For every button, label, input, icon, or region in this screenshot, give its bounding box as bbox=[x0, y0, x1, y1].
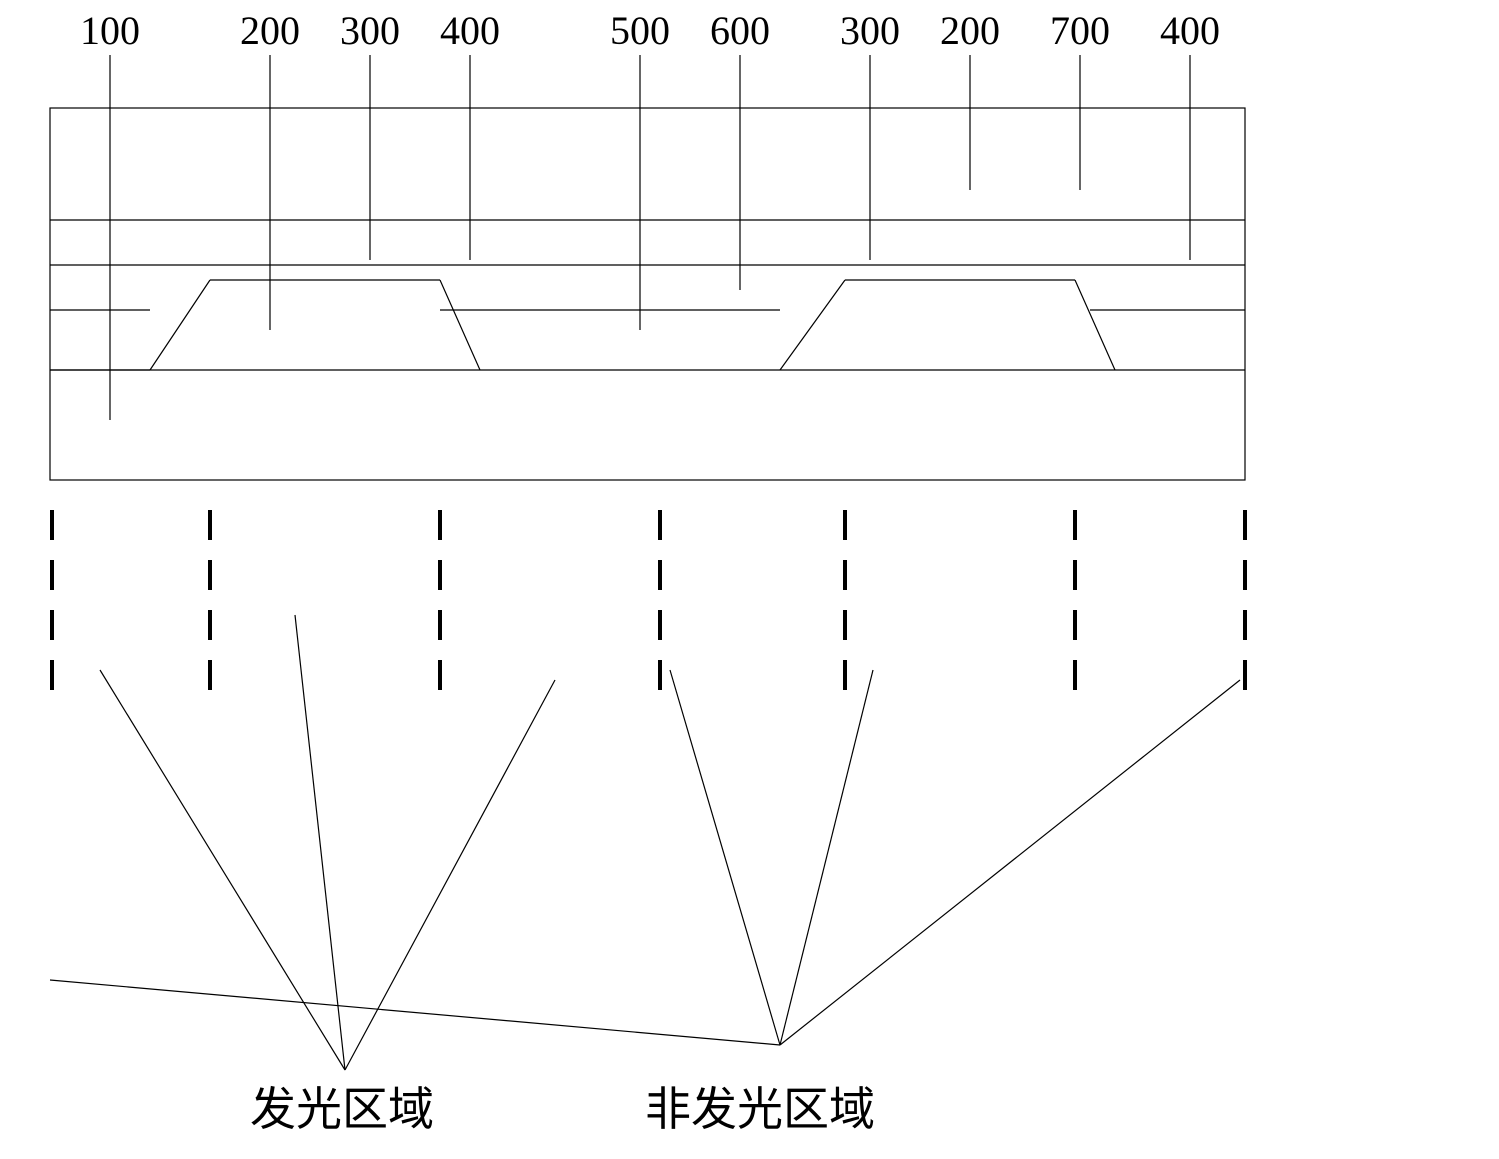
canvas-bg bbox=[0, 0, 1499, 1159]
bottom-label: 发光区域 bbox=[250, 1084, 434, 1135]
top-label: 500 bbox=[610, 8, 670, 53]
top-label: 100 bbox=[80, 8, 140, 53]
top-label: 700 bbox=[1050, 8, 1110, 53]
top-label: 400 bbox=[440, 8, 500, 53]
top-label: 600 bbox=[710, 8, 770, 53]
top-label: 200 bbox=[240, 8, 300, 53]
top-label: 400 bbox=[1160, 8, 1220, 53]
top-label: 300 bbox=[340, 8, 400, 53]
bottom-label: 非发光区域 bbox=[645, 1084, 875, 1135]
top-label: 200 bbox=[940, 8, 1000, 53]
top-label: 300 bbox=[840, 8, 900, 53]
